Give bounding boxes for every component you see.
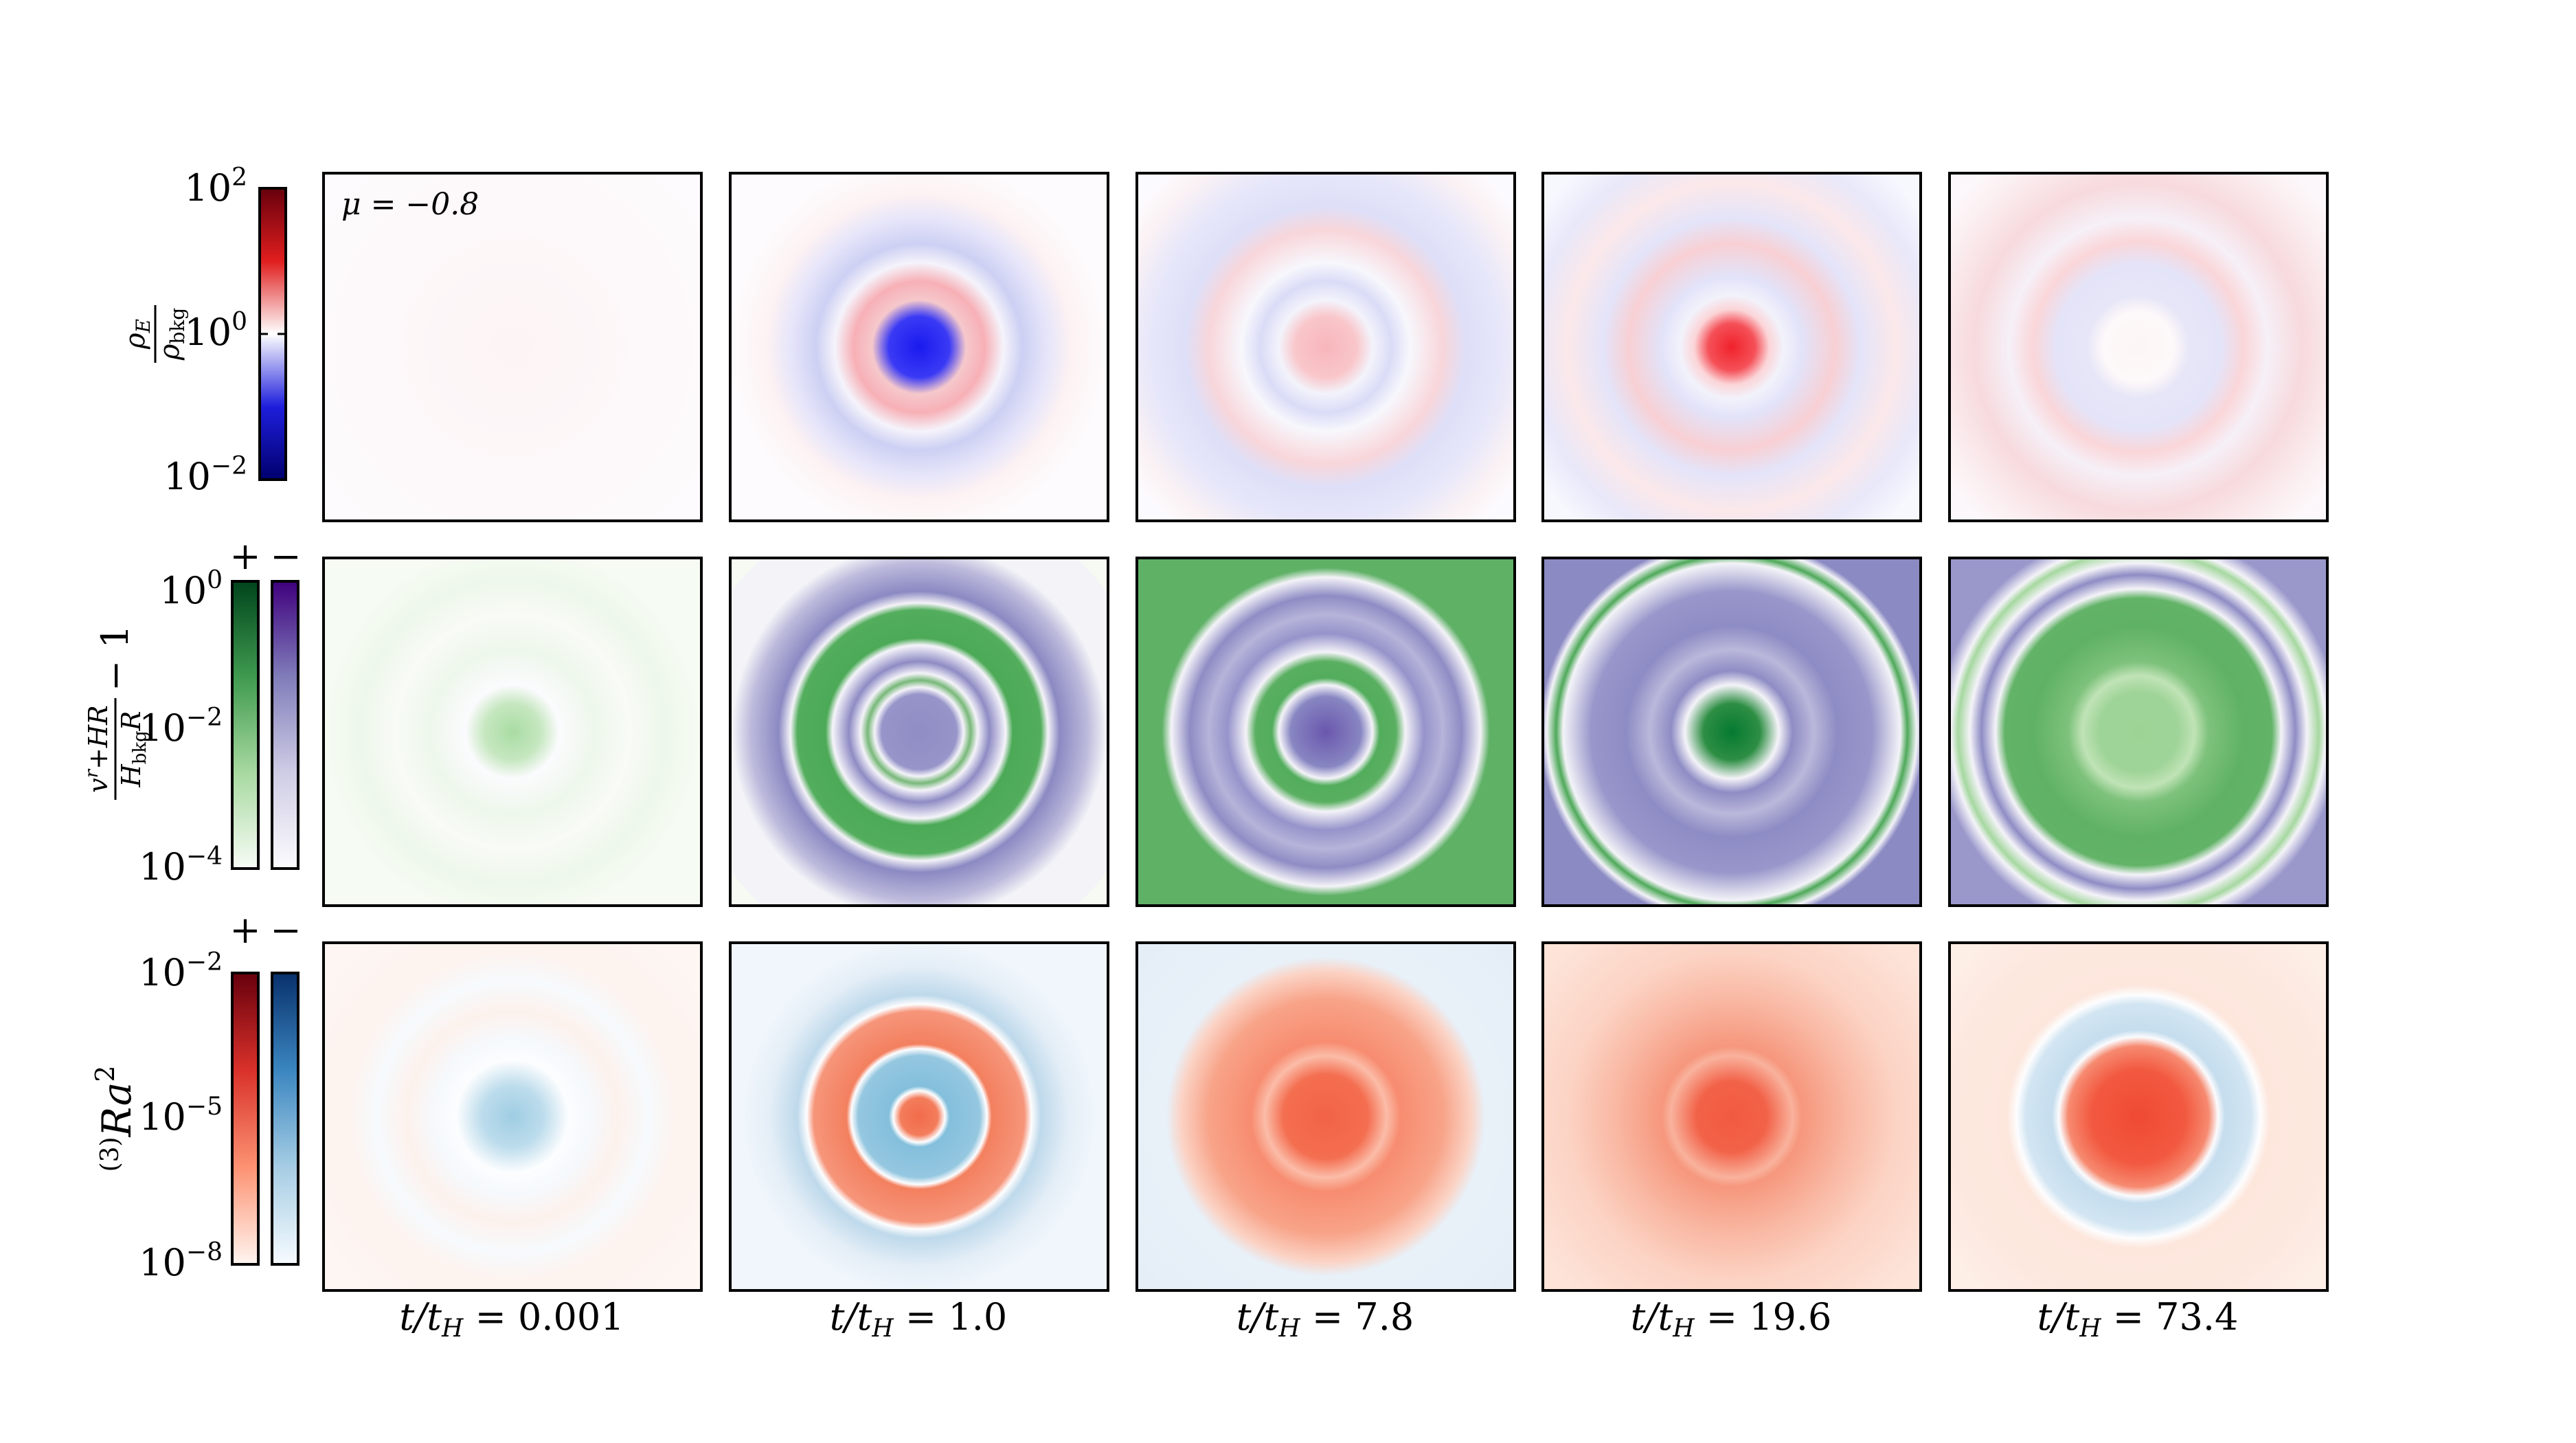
panel-velocity-t1 xyxy=(324,558,701,906)
time-label-4: t/tH = 19.6 xyxy=(1631,1295,1832,1343)
panel-grid xyxy=(322,172,2329,1292)
svg-text:HbkgR: HbkgR xyxy=(116,711,150,788)
panel-curvature-t2 xyxy=(730,943,1108,1290)
row-label-velocity: vr+HR HbkgR − 1 xyxy=(82,625,150,800)
panel-curvature-t3 xyxy=(1137,943,1515,1290)
mu-annotation: μ = −0.8 xyxy=(341,187,479,222)
velocity-minus-sign: − xyxy=(270,535,301,578)
row-label-curvature: (3)Ra2 xyxy=(90,1066,140,1172)
time-label-3: t/tH = 7.8 xyxy=(1236,1295,1414,1343)
velocity-tick-3: 10−4 xyxy=(139,842,223,888)
curvature-plus-sign: + xyxy=(229,908,260,952)
panel-velocity-t5 xyxy=(1950,558,2327,906)
panel-curvature-t1 xyxy=(324,943,701,1290)
velocity-negative-colorbar xyxy=(271,580,300,870)
panel-density-t1 xyxy=(324,173,701,521)
curvature-tick-2: 10−5 xyxy=(139,1093,223,1139)
panel-frame xyxy=(1948,172,2329,522)
panel-frame xyxy=(1948,941,2329,1292)
panel-velocity-t3 xyxy=(1137,558,1515,906)
row-label-density: ρE ρbkg xyxy=(120,305,189,363)
panel-frame xyxy=(1136,172,1516,522)
panel-frame xyxy=(729,557,1109,907)
velocity-tick-1: 100 xyxy=(159,566,223,612)
velocity-plus-sign: + xyxy=(229,535,260,578)
panel-density-t3 xyxy=(1137,173,1515,521)
svg-text:vr+HR: vr+HR xyxy=(82,705,113,793)
panel-density-t5 xyxy=(1950,173,2327,521)
curvature-tick-3: 10−8 xyxy=(139,1238,223,1284)
panel-velocity-t4 xyxy=(1543,558,1921,906)
velocity-positive-colorbar xyxy=(231,580,260,870)
curvature-negative-colorbar xyxy=(271,972,300,1266)
density-tick-1: 102 xyxy=(184,164,247,210)
panel-frame xyxy=(729,941,1109,1292)
curvature-minus-sign: − xyxy=(270,908,301,952)
velocity-tick-2: 10−2 xyxy=(139,704,223,750)
svg-text:− 1: − 1 xyxy=(93,625,137,691)
panel-frame xyxy=(1541,941,1922,1292)
time-labels: t/tH = 0.001 t/tH = 1.0 t/tH = 7.8 t/tH … xyxy=(399,1295,2238,1343)
time-label-5: t/tH = 73.4 xyxy=(2037,1295,2239,1343)
time-label-1: t/tH = 0.001 xyxy=(399,1295,624,1343)
density-tick-3: 10−2 xyxy=(163,452,247,498)
panel-frame xyxy=(1948,557,2329,907)
panel-frame xyxy=(322,172,703,522)
panel-frame xyxy=(1136,941,1516,1292)
panel-density-t4 xyxy=(1543,173,1921,521)
colorbars: 102 100 10−2 + − 100 10−2 10−4 + − 10−2 xyxy=(139,164,301,1284)
panel-frame xyxy=(322,557,703,907)
panel-curvature-t5 xyxy=(1950,943,2327,1290)
panel-frame xyxy=(1541,172,1922,522)
curvature-positive-colorbar xyxy=(231,972,260,1266)
time-label-2: t/tH = 1.0 xyxy=(830,1295,1007,1343)
panel-frame xyxy=(1541,557,1922,907)
curvature-tick-1: 10−2 xyxy=(139,948,223,994)
panel-density-t2 xyxy=(730,173,1108,521)
panel-velocity-t2 xyxy=(730,558,1108,906)
panel-frame xyxy=(322,941,703,1292)
panel-frame xyxy=(1136,557,1516,907)
panel-frame xyxy=(729,172,1109,522)
svg-text:ρE: ρE xyxy=(120,319,155,350)
density-tick-2: 100 xyxy=(184,308,247,354)
panel-curvature-t4 xyxy=(1543,943,1921,1290)
svg-text:ρbkg: ρbkg xyxy=(154,308,189,361)
svg-text:(3)Ra2: (3)Ra2 xyxy=(90,1066,140,1172)
